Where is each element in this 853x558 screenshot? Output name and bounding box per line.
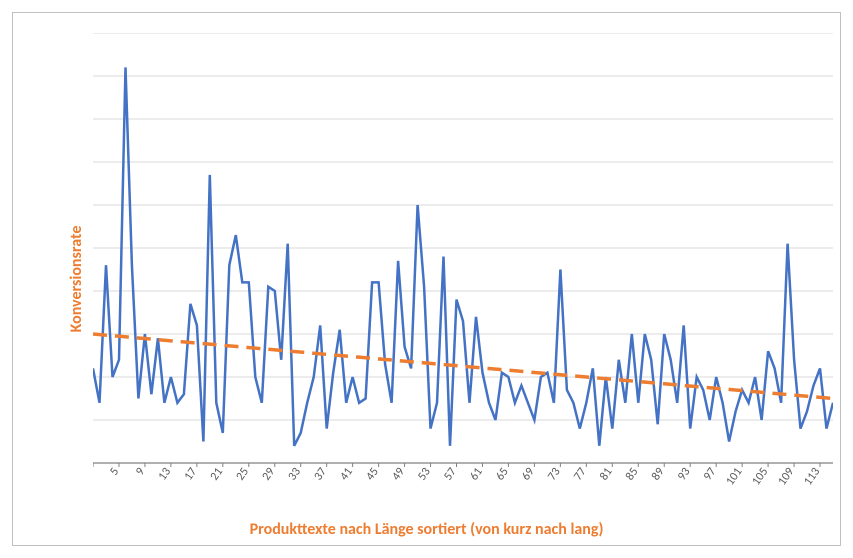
y-axis-label: Konversionsrate xyxy=(67,226,86,333)
chart-frame: Konversionsrate 159 13 17 21 25 29 33 37 41 45 49 5… xyxy=(12,12,841,546)
svg-text:113: 113 xyxy=(801,465,823,488)
svg-text:37: 37 xyxy=(312,465,330,483)
y-axis-label-text: Konversionsrate xyxy=(67,226,86,333)
svg-text:9: 9 xyxy=(133,465,148,478)
svg-text:57: 57 xyxy=(441,465,459,483)
svg-text:109: 109 xyxy=(775,465,797,488)
svg-text:17: 17 xyxy=(182,465,200,483)
svg-text:69: 69 xyxy=(519,465,537,483)
svg-text:21: 21 xyxy=(208,465,226,483)
svg-text:61: 61 xyxy=(467,465,485,483)
svg-text:13: 13 xyxy=(156,465,174,483)
svg-text:105: 105 xyxy=(749,465,771,488)
svg-text:53: 53 xyxy=(415,465,433,483)
svg-text:41: 41 xyxy=(337,465,355,483)
svg-text:65: 65 xyxy=(493,465,511,483)
svg-text:5: 5 xyxy=(107,465,122,478)
svg-text:45: 45 xyxy=(363,465,381,483)
svg-text:29: 29 xyxy=(260,465,278,483)
plot-area: 1591317212529333741454953576165697377818… xyxy=(93,33,833,463)
data-series-line xyxy=(93,67,833,445)
x-axis-label-text: Produkttexte nach Länge sortiert (von ku… xyxy=(250,520,604,539)
svg-text:49: 49 xyxy=(389,465,407,483)
svg-text:73: 73 xyxy=(545,465,563,483)
svg-text:97: 97 xyxy=(701,465,719,483)
svg-text:77: 77 xyxy=(571,465,589,483)
svg-text:33: 33 xyxy=(286,465,304,483)
svg-text:93: 93 xyxy=(675,465,693,483)
x-axis-label: Produkttexte nach Länge sortiert (von ku… xyxy=(13,520,840,539)
svg-text:101: 101 xyxy=(723,465,745,488)
chart-svg: 159 13 17 21 25 29 33 37 41 45 49 53 57 61 65 69 73 77 81 8… xyxy=(93,33,833,513)
svg-text:81: 81 xyxy=(597,465,615,483)
svg-text:89: 89 xyxy=(649,465,667,483)
svg-text:1: 1 xyxy=(93,465,96,478)
svg-text:85: 85 xyxy=(623,465,641,483)
svg-text:25: 25 xyxy=(234,465,252,483)
